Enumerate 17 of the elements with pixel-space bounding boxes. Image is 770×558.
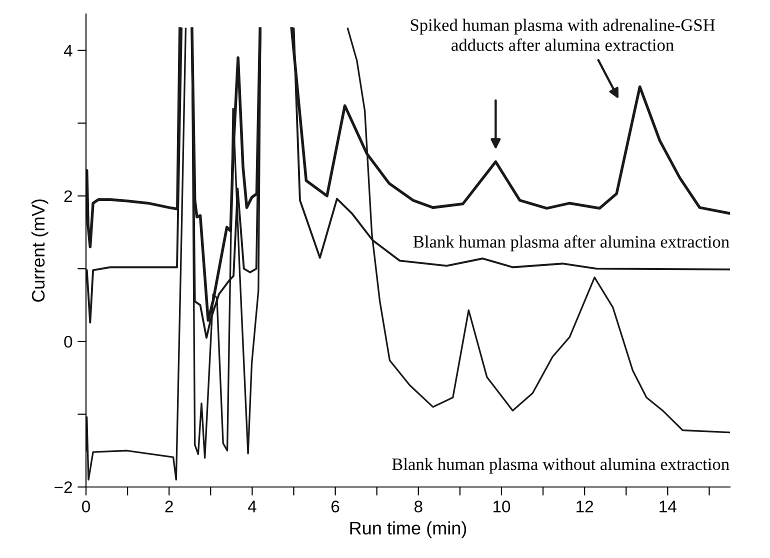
annotation: Spiked human plasma with adrenaline-GSH adducts after alumina extraction <box>410 18 715 51</box>
series-label: Blank human plasma without alumina extraction <box>392 458 730 474</box>
y-axis-title: Current (mV) <box>31 199 48 302</box>
series-label: Blank human plasma after alumina extraction <box>413 235 730 252</box>
y-tick-label: 0 <box>64 336 72 348</box>
x-tick-label: 2 <box>165 500 173 512</box>
y-tick-label: 2 <box>64 190 72 202</box>
x-axis-title: Run time (min) <box>350 521 466 538</box>
x-tick-label: 12 <box>576 500 594 512</box>
x-tick-label: 10 <box>493 500 510 512</box>
x-tick-label: 4 <box>248 500 256 512</box>
x-tick-label: 14 <box>660 500 676 512</box>
y-tick-label: −2 <box>54 481 72 494</box>
x-tick-label: 0 <box>82 500 90 512</box>
x-tick-label: 6 <box>332 500 340 512</box>
x-tick-label: 8 <box>414 500 422 512</box>
y-tick-label: 4 <box>64 44 72 56</box>
